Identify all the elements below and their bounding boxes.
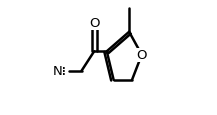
- Text: O: O: [89, 17, 99, 30]
- Text: O: O: [136, 49, 147, 62]
- Text: N: N: [53, 65, 62, 78]
